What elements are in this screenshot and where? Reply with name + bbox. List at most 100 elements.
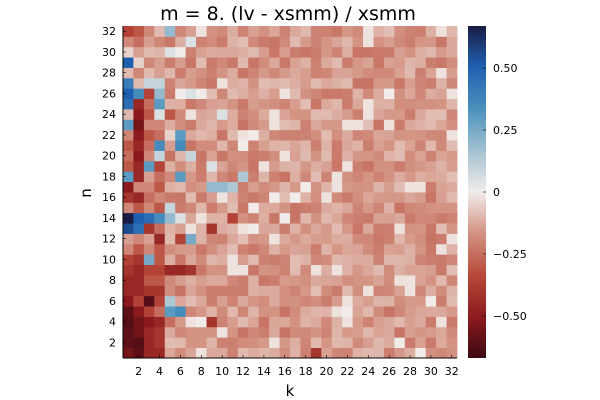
heatmap-cell xyxy=(404,306,416,317)
heatmap-cell xyxy=(279,88,291,100)
heatmap-cell xyxy=(143,129,155,141)
heatmap-cell xyxy=(290,140,301,151)
heatmap-cell xyxy=(436,98,447,110)
heatmap-cell xyxy=(331,98,343,110)
heatmap-cell xyxy=(123,212,134,224)
heatmap-cell xyxy=(342,326,354,338)
heatmap-cell xyxy=(415,150,427,162)
heatmap-cell xyxy=(363,67,374,79)
heatmap-cell xyxy=(446,295,458,307)
heatmap-cell xyxy=(373,212,385,224)
heatmap-cell xyxy=(342,119,354,131)
heatmap-cell xyxy=(248,254,260,266)
heatmap-cell xyxy=(352,202,364,214)
heatmap-cell xyxy=(269,264,280,276)
heatmap-cell xyxy=(290,347,301,359)
heatmap-cell xyxy=(123,119,134,131)
heatmap-cell xyxy=(363,98,374,110)
heatmap-cell xyxy=(216,295,228,307)
heatmap-cell xyxy=(175,243,187,255)
heatmap-cell xyxy=(342,212,354,224)
heatmap-cell xyxy=(394,57,406,68)
heatmap-cell xyxy=(331,140,343,151)
heatmap-cell xyxy=(352,140,364,151)
heatmap-cell xyxy=(227,223,239,234)
heatmap-cell xyxy=(269,119,280,131)
heatmap-cell xyxy=(133,171,145,183)
heatmap-cell xyxy=(436,223,447,234)
heatmap-cell xyxy=(446,181,458,193)
heatmap-cell xyxy=(237,171,249,183)
heatmap-cell xyxy=(415,233,427,245)
heatmap-cell xyxy=(404,36,416,48)
heatmap-cell xyxy=(143,316,155,328)
x-tick-label: 12 xyxy=(236,365,250,378)
heatmap-cell xyxy=(415,171,427,183)
heatmap-cell xyxy=(446,109,458,120)
heatmap-cell xyxy=(373,26,385,37)
heatmap-cell xyxy=(436,347,447,359)
heatmap-cell xyxy=(436,212,447,224)
heatmap-cell xyxy=(237,326,249,338)
heatmap-cell xyxy=(123,223,134,234)
heatmap-cell xyxy=(373,77,385,89)
heatmap-cell xyxy=(331,119,343,131)
heatmap-cell xyxy=(133,140,145,151)
heatmap-cell xyxy=(196,36,207,48)
y-tick-label: 22 xyxy=(102,129,116,142)
heatmap-cell xyxy=(143,181,155,193)
heatmap-cell xyxy=(248,150,260,162)
heatmap-cell xyxy=(352,160,364,172)
heatmap-cell xyxy=(206,77,218,89)
heatmap-cell xyxy=(143,57,155,68)
heatmap-cell xyxy=(363,181,374,193)
heatmap-cell xyxy=(383,264,395,276)
heatmap-cell xyxy=(383,212,395,224)
heatmap-cell xyxy=(352,243,364,255)
heatmap-cell xyxy=(133,77,145,89)
heatmap-cell xyxy=(446,26,458,37)
heatmap-cell xyxy=(373,275,385,286)
heatmap-cell xyxy=(342,254,354,266)
heatmap-cell xyxy=(269,140,280,151)
heatmap-cell xyxy=(363,109,374,120)
x-tick-label: 14 xyxy=(257,365,271,378)
heatmap-cell xyxy=(237,223,249,234)
y-axis-label: n xyxy=(77,188,95,198)
heatmap-cell xyxy=(331,129,343,141)
heatmap-cell xyxy=(196,109,207,120)
heatmap-cell xyxy=(185,181,197,193)
heatmap-cell xyxy=(342,36,354,48)
x-ticks: 2 4 6 8 10 12 14 16 18 20 22 24 26 28 30 32 xyxy=(135,355,459,378)
heatmap-cell xyxy=(196,88,207,100)
heatmap-cell xyxy=(196,57,207,68)
heatmap-cell xyxy=(373,181,385,193)
heatmap-cell xyxy=(352,88,364,100)
heatmap-cell xyxy=(143,77,155,89)
heatmap-cell xyxy=(237,202,249,214)
heatmap-cell xyxy=(425,171,437,183)
heatmap-cell xyxy=(436,119,447,131)
heatmap-cell xyxy=(425,140,437,151)
heatmap-cell xyxy=(175,264,187,276)
heatmap-cell xyxy=(143,36,155,48)
heatmap-cell xyxy=(185,88,197,100)
heatmap-cell xyxy=(196,181,207,193)
heatmap-cell xyxy=(342,57,354,68)
heatmap-cell xyxy=(258,192,270,203)
heatmap-cell xyxy=(363,243,374,255)
heatmap-cell xyxy=(133,109,145,120)
heatmap-cell xyxy=(373,57,385,68)
heatmap-cell xyxy=(342,295,354,307)
heatmap-cell xyxy=(196,233,207,245)
heatmap-cell xyxy=(154,36,166,48)
heatmap-cell xyxy=(425,26,437,37)
heatmap-cell xyxy=(404,295,416,307)
heatmap-cell xyxy=(404,285,416,297)
heatmap-cell xyxy=(373,326,385,338)
heatmap-cell xyxy=(143,140,155,151)
heatmap-cell xyxy=(164,119,176,131)
heatmap-cell xyxy=(196,160,207,172)
heatmap-cell xyxy=(404,223,416,234)
